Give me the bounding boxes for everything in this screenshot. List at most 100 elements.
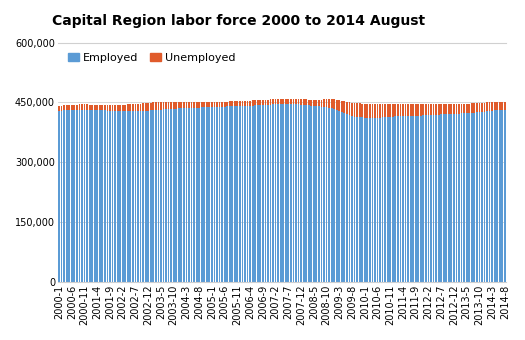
Bar <box>178 108 180 282</box>
Bar <box>206 102 208 107</box>
Bar <box>104 110 106 282</box>
Bar <box>417 104 419 116</box>
Bar <box>349 115 350 282</box>
Bar <box>412 104 414 116</box>
Bar <box>208 102 210 107</box>
Bar <box>489 111 490 282</box>
Bar <box>474 113 475 282</box>
Bar <box>249 101 251 106</box>
Bar <box>364 118 365 282</box>
Bar <box>198 102 200 107</box>
Bar <box>119 105 121 111</box>
Bar <box>427 104 429 115</box>
Bar <box>300 99 302 105</box>
Bar <box>134 111 136 282</box>
Bar <box>489 102 490 111</box>
Bar <box>354 117 355 282</box>
Bar <box>430 115 432 282</box>
Bar <box>134 104 136 111</box>
Bar <box>254 105 256 282</box>
Bar <box>318 106 320 282</box>
Bar <box>170 109 172 282</box>
Bar <box>170 102 172 109</box>
Bar <box>130 111 131 282</box>
Bar <box>397 116 399 282</box>
Bar <box>285 104 287 282</box>
Bar <box>163 109 164 282</box>
Bar <box>145 111 146 282</box>
Bar <box>175 102 177 108</box>
Bar <box>402 104 404 116</box>
Bar <box>86 109 88 282</box>
Bar <box>81 104 83 109</box>
Bar <box>466 104 468 113</box>
Bar <box>81 109 83 282</box>
Bar <box>188 102 190 108</box>
Bar <box>471 103 472 113</box>
Bar <box>336 110 338 282</box>
Bar <box>86 104 88 109</box>
Bar <box>99 110 101 282</box>
Bar <box>336 100 338 110</box>
Bar <box>221 107 223 282</box>
Bar <box>117 111 119 282</box>
Bar <box>272 99 274 104</box>
Bar <box>101 105 103 110</box>
Bar <box>191 102 193 108</box>
Bar <box>481 112 483 282</box>
Bar <box>252 105 254 282</box>
Bar <box>140 111 141 282</box>
Bar <box>218 102 220 107</box>
Bar <box>405 104 406 116</box>
Bar <box>167 102 170 109</box>
Bar <box>124 105 126 111</box>
Bar <box>91 110 93 282</box>
Bar <box>460 114 463 282</box>
Bar <box>119 111 121 282</box>
Bar <box>440 104 442 115</box>
Bar <box>61 111 62 282</box>
Bar <box>68 105 70 110</box>
Bar <box>379 104 381 118</box>
Bar <box>400 116 401 282</box>
Bar <box>137 104 139 111</box>
Bar <box>474 103 475 113</box>
Bar <box>152 102 154 110</box>
Bar <box>356 117 358 282</box>
Bar <box>155 110 157 282</box>
Bar <box>364 104 365 118</box>
Bar <box>267 105 269 282</box>
Bar <box>468 104 470 113</box>
Bar <box>478 112 480 282</box>
Bar <box>58 106 60 111</box>
Bar <box>201 107 203 282</box>
Bar <box>163 102 164 109</box>
Bar <box>247 101 248 106</box>
Bar <box>282 104 284 282</box>
Bar <box>68 110 70 282</box>
Bar <box>412 116 414 282</box>
Bar <box>282 99 284 104</box>
Bar <box>456 104 457 114</box>
Bar <box>438 115 439 282</box>
Bar <box>295 104 297 282</box>
Bar <box>193 108 195 282</box>
Bar <box>158 102 159 110</box>
Bar <box>316 106 317 282</box>
Bar <box>456 114 457 282</box>
Bar <box>351 116 353 282</box>
Bar <box>496 110 498 282</box>
Bar <box>346 114 348 282</box>
Bar <box>346 102 348 114</box>
Bar <box>354 103 355 117</box>
Bar <box>114 111 116 282</box>
Bar <box>277 104 279 282</box>
Bar <box>272 104 274 282</box>
Bar <box>450 104 452 114</box>
Bar <box>384 104 386 117</box>
Bar <box>425 104 427 115</box>
Bar <box>425 115 427 282</box>
Text: Capital Region labor force 2000 to 2014 August: Capital Region labor force 2000 to 2014 … <box>52 14 426 28</box>
Bar <box>415 116 417 282</box>
Bar <box>63 105 65 111</box>
